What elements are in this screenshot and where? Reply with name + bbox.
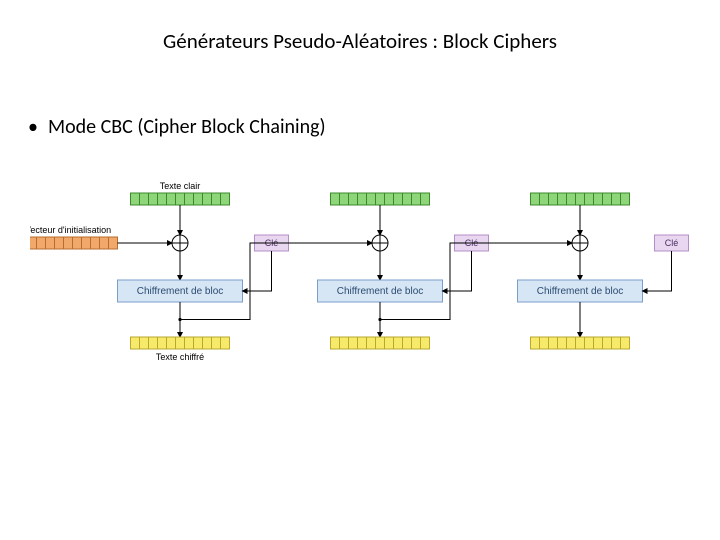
svg-text:Chiffrement de bloc: Chiffrement de bloc — [137, 286, 224, 297]
svg-text:Vecteur d'initialisation: Vecteur d'initialisation — [30, 225, 111, 235]
cbc-diagram: Texte clair Vecteur d'initialisation Clé Ch… — [30, 175, 690, 385]
bullet-dot: • — [28, 115, 38, 139]
svg-text:Chiffrement de bloc: Chiffrement de bloc — [337, 286, 424, 297]
svg-text:Clé: Clé — [665, 238, 679, 248]
page-title: Générateurs Pseudo-Aléatoires : Block Ci… — [0, 28, 720, 54]
svg-text:Chiffrement de bloc: Chiffrement de bloc — [537, 286, 624, 297]
svg-text:Texte clair: Texte clair — [160, 181, 201, 191]
svg-text:Texte chiffré: Texte chiffré — [156, 352, 204, 362]
bullet-text: Mode CBC (Cipher Block Chaining) — [48, 115, 326, 139]
bullet-line: • Mode CBC (Cipher Block Chaining) — [28, 115, 326, 139]
